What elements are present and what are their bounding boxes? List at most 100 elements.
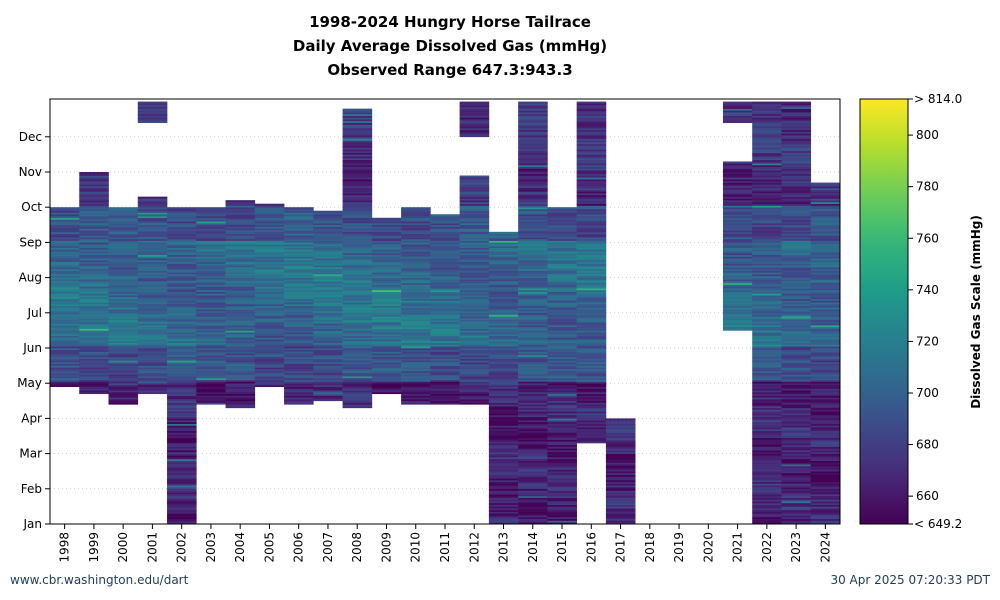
heat-cell	[196, 362, 226, 365]
heat-cell	[605, 504, 636, 507]
heat-cell	[547, 258, 577, 261]
heat-cell	[488, 509, 519, 512]
heat-cell	[342, 252, 373, 256]
heat-cell	[781, 105, 812, 108]
heat-cell	[459, 339, 490, 342]
heat-cell	[810, 400, 841, 403]
heat-cell	[254, 348, 285, 351]
heat-cell	[781, 462, 812, 465]
footer-source-link[interactable]: www.cbr.washington.edu/dart	[10, 573, 189, 587]
heat-cell	[254, 251, 285, 254]
heat-cell	[752, 485, 782, 488]
heat-cell	[137, 231, 168, 234]
heat-cell	[167, 340, 197, 344]
heat-cell	[50, 289, 80, 292]
heat-cell	[722, 201, 753, 204]
heat-cell	[313, 219, 343, 222]
heat-cell	[752, 499, 782, 502]
heat-cell	[430, 374, 460, 377]
heat-cell	[459, 335, 490, 338]
heat-cell	[459, 103, 490, 106]
heat-cell	[108, 233, 139, 236]
heat-cell	[254, 203, 285, 206]
heat-cell	[284, 393, 314, 396]
heat-cell	[313, 217, 343, 220]
heat-cell	[752, 451, 782, 454]
heat-cell	[488, 522, 519, 525]
heat-cell	[547, 261, 577, 264]
heat-cell	[547, 224, 577, 227]
heat-cell	[459, 295, 490, 298]
heat-cell	[371, 228, 402, 231]
heat-cell	[781, 198, 812, 201]
heat-cell	[50, 384, 80, 388]
heat-cell	[488, 460, 519, 463]
heat-cell	[167, 314, 197, 317]
heat-cell	[605, 469, 636, 472]
heat-cell	[810, 492, 841, 495]
heat-cell	[518, 513, 548, 516]
heat-cell	[401, 360, 431, 363]
heat-cell	[50, 295, 80, 298]
heat-cell	[401, 267, 431, 270]
heat-cell	[79, 367, 109, 370]
heat-cell	[137, 311, 168, 314]
heat-cell	[313, 300, 343, 303]
heat-cell	[722, 298, 753, 301]
heat-cell	[576, 128, 607, 131]
heat-cell	[752, 511, 782, 514]
heat-cell	[781, 180, 812, 183]
heat-cell	[810, 316, 841, 319]
heat-cell	[50, 224, 80, 227]
heat-cell	[430, 230, 460, 233]
heat-cell	[313, 238, 343, 241]
heat-cell	[459, 179, 490, 182]
heat-cell	[752, 325, 782, 328]
heat-cell	[225, 295, 256, 298]
heat-cell	[518, 179, 548, 182]
heat-cell	[225, 367, 256, 370]
heat-cell	[225, 251, 256, 254]
heat-cell	[547, 471, 577, 474]
heat-cell	[167, 275, 197, 278]
heat-cell	[225, 340, 256, 344]
heat-cell	[488, 421, 519, 424]
heat-cell	[225, 274, 256, 277]
heat-cell	[547, 231, 577, 234]
heat-cell	[518, 156, 548, 159]
heat-cell	[167, 342, 197, 345]
heat-cell	[401, 258, 431, 261]
heat-cell	[547, 293, 577, 296]
heat-cell	[752, 488, 782, 491]
heat-cell	[576, 252, 607, 256]
heat-cell	[547, 421, 577, 424]
heat-cell	[752, 252, 782, 256]
heat-cell	[313, 231, 343, 234]
heat-cell	[518, 228, 548, 231]
heat-cell	[547, 244, 577, 247]
heat-cell	[137, 339, 168, 342]
heat-cell	[781, 275, 812, 278]
heat-cell	[108, 314, 139, 317]
heat-cell	[79, 235, 109, 238]
heat-cell	[313, 377, 343, 380]
heat-cell	[547, 247, 577, 250]
heat-cell	[547, 474, 577, 477]
heat-cell	[752, 187, 782, 190]
heat-cell	[605, 502, 636, 505]
heat-cell	[459, 245, 490, 248]
heat-cell	[752, 214, 782, 217]
heat-cell	[576, 237, 607, 240]
heat-cell	[810, 402, 841, 405]
heat-cell	[167, 406, 197, 409]
heat-cell	[167, 300, 197, 303]
heat-cell	[342, 265, 373, 268]
heat-cell	[781, 249, 812, 252]
heat-cell	[547, 226, 577, 229]
heat-cell	[137, 205, 168, 208]
heat-cell	[459, 325, 490, 328]
heat-cell	[781, 128, 812, 131]
heat-cell	[459, 252, 490, 256]
heat-cell	[547, 480, 577, 483]
heat-cell	[781, 474, 812, 477]
